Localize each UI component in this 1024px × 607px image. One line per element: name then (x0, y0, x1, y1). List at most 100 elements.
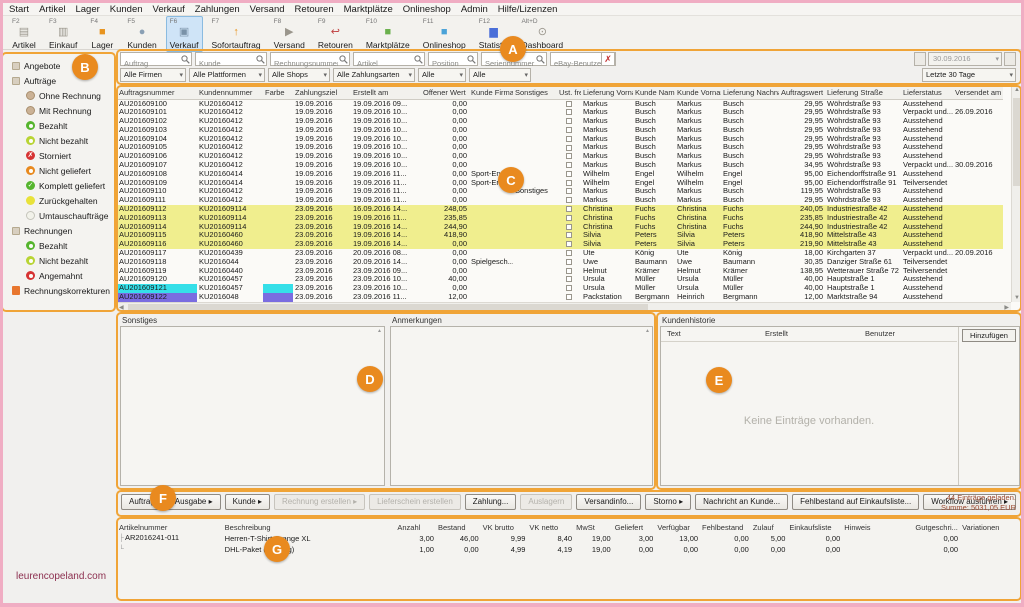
filter-search-field[interactable] (428, 52, 478, 70)
order-row[interactable]: AU201609110 KU20160412 19.09.2016 19.09.… (119, 187, 943, 196)
order-row[interactable]: AU201609112 KU201609114 23.09.2016 16.09… (117, 205, 1003, 214)
positions-column-header[interactable]: MwSt (576, 522, 595, 532)
menu-item[interactable]: Lager (75, 3, 100, 15)
toolbar-button[interactable]: F11 ■ Onlineshop (419, 16, 470, 52)
date-next-button[interactable] (1004, 52, 1016, 66)
action-button[interactable]: Lieferschein erstellen (369, 494, 461, 510)
vat-free-checkbox[interactable] (566, 267, 572, 274)
scroll-left-icon[interactable]: ◀ (119, 305, 124, 311)
date-select[interactable]: 30.09.2016 (928, 52, 1002, 66)
sidebar-tree-item[interactable]: Storniert (2, 148, 116, 163)
order-row[interactable]: AU201609119 KU20160440 23.09.2016 23.09.… (119, 266, 948, 275)
order-row[interactable]: AU201609120 KU20160457 23.09.2016 23.09.… (119, 275, 943, 284)
search-input[interactable] (551, 57, 615, 70)
filter-search-field[interactable] (550, 52, 616, 70)
sonstiges-textarea[interactable]: ▲ (120, 326, 385, 486)
vat-free-checkbox[interactable] (566, 188, 572, 195)
order-row[interactable]: AU201609107 KU20160412 19.09.2016 19.09.… (119, 161, 993, 170)
orders-column-header[interactable]: Kunde Name (633, 86, 675, 100)
vat-free-checkbox[interactable] (566, 153, 572, 160)
positions-column-header[interactable]: Hinweis (844, 522, 871, 532)
menu-item[interactable]: Zahlungen (194, 3, 240, 15)
order-row[interactable]: AU201609121 KU20160457 23.09.2016 23.09.… (117, 284, 943, 294)
search-input[interactable] (429, 57, 477, 70)
sidebar-tree-item[interactable]: Ohne Rechnung (2, 88, 116, 103)
positions-column-header[interactable]: Bestand (437, 522, 466, 532)
vat-free-checkbox[interactable] (566, 276, 572, 283)
menu-item[interactable]: Start (9, 3, 30, 15)
toolbar-button[interactable]: Alt+D ⊙ Dashboard (518, 16, 568, 52)
positions-column-header[interactable]: VK brutto (482, 522, 514, 532)
filter-dropdown[interactable]: Alle (418, 68, 466, 82)
orders-column-header[interactable]: Auftragsnummer (117, 86, 197, 100)
sidebar-tree-item[interactable]: Angemahnt (2, 268, 116, 283)
vat-free-checkbox[interactable] (566, 258, 572, 265)
orders-column-header[interactable]: Auftragswert (779, 86, 825, 100)
positions-column-header[interactable]: Beschreibung (224, 522, 271, 532)
order-row[interactable]: AU201609109 KU20160414 19.09.2016 19.09.… (119, 178, 948, 187)
orders-column-header[interactable]: Kundennummer (197, 86, 263, 100)
sidebar-tree-item[interactable]: Bezahlt (2, 118, 116, 133)
scroll-right-icon[interactable]: ▶ (1004, 305, 1009, 311)
order-row[interactable]: AU201609114 KU201609114 23.09.2016 19.09… (117, 222, 1003, 232)
vat-free-checkbox[interactable] (566, 250, 572, 257)
sidebar-tree-item[interactable]: Rechnungskorrekturen (2, 283, 116, 298)
toolbar-button[interactable]: F7 ↑ Sofortauftrag (208, 16, 265, 52)
toolbar-button[interactable]: F2 ▤ Artikel (8, 16, 40, 52)
orders-column-header[interactable]: Kunde Vorname (675, 86, 721, 100)
sidebar-tree-item[interactable]: Angebote (2, 58, 116, 73)
vat-free-checkbox[interactable] (566, 126, 572, 133)
order-row[interactable]: AU201609108 KU20160414 19.09.2016 19.09.… (119, 169, 943, 178)
order-row[interactable]: AU201609101 KU20160412 19.09.2016 19.09.… (119, 108, 993, 117)
toolbar-button[interactable]: F8 ▶ Versand (270, 16, 309, 52)
filter-search-field[interactable] (353, 52, 425, 70)
vat-free-checkbox[interactable] (566, 197, 572, 204)
anmerkungen-textarea[interactable]: ▲ (390, 326, 653, 486)
search-input[interactable] (121, 57, 191, 70)
orders-column-header[interactable]: Erstellt am (351, 86, 421, 100)
sidebar-tree-item[interactable]: Bezahlt (2, 238, 116, 253)
order-row[interactable]: AU201609113 KU201609114 23.09.2016 19.09… (117, 213, 1003, 223)
order-row[interactable]: AU201609111 KU20160412 19.09.2016 19.09.… (119, 196, 943, 205)
order-row[interactable]: AU201609116 KU20160460 23.09.2016 19.09.… (117, 240, 1003, 250)
action-button[interactable]: Zahlung... (464, 494, 517, 510)
order-row[interactable]: AU201609100 KU20160412 19.09.2016 19.09.… (119, 99, 943, 108)
vat-free-checkbox[interactable] (566, 214, 572, 221)
vat-free-checkbox[interactable] (566, 241, 572, 248)
toolbar-button[interactable]: F5 ● Kunden (123, 16, 160, 52)
order-row[interactable]: AU201609117 KU20160439 23.09.2016 20.09.… (119, 249, 993, 258)
toolbar-button[interactable]: F4 ■ Lager (86, 16, 118, 52)
search-input[interactable] (271, 57, 349, 70)
vat-free-checkbox[interactable] (566, 232, 572, 239)
menu-item[interactable]: Verkauf (152, 3, 185, 15)
sidebar-tree-item[interactable]: Mit Rechnung (2, 103, 116, 118)
positions-column-header[interactable]: Fehlbestand (702, 522, 744, 532)
orders-column-header[interactable]: Lieferung Nachname (721, 86, 779, 100)
vat-free-checkbox[interactable] (566, 144, 572, 151)
filter-search-field[interactable] (120, 52, 192, 70)
menu-item[interactable]: Retouren (294, 3, 334, 15)
vat-free-checkbox[interactable] (566, 206, 572, 213)
menu-item[interactable]: Kunden (109, 3, 143, 15)
order-row[interactable]: AU201609105 KU20160412 19.09.2016 19.09.… (119, 143, 943, 152)
positions-column-header[interactable]: Zulauf (752, 522, 774, 532)
date-range-dropdown[interactable]: Letzte 30 Tage (922, 68, 1016, 82)
orders-column-header[interactable]: Lieferung Straße (825, 86, 901, 100)
vertical-scrollbar[interactable]: ▲ ▼ (1011, 86, 1022, 302)
positions-column-header[interactable]: Einkaufsliste (789, 522, 832, 532)
filter-dropdown[interactable]: Alle Zahlungsarten (333, 68, 415, 82)
toolbar-button[interactable]: F12 ▆ Statistik (475, 16, 513, 52)
toolbar-button[interactable]: F10 ■ Marktplätze (362, 16, 414, 52)
vat-free-checkbox[interactable] (566, 223, 572, 230)
filter-dropdown[interactable]: Alle Shops (268, 68, 330, 82)
filter-dropdown[interactable]: Alle (469, 68, 531, 82)
search-input[interactable] (482, 57, 546, 70)
vat-free-checkbox[interactable] (566, 118, 572, 125)
menu-item[interactable]: Onlineshop (402, 3, 451, 15)
search-input[interactable] (354, 57, 424, 70)
vat-free-checkbox[interactable] (566, 162, 572, 169)
order-row[interactable]: AU201609103 KU20160412 19.09.2016 19.09.… (119, 125, 943, 134)
positions-column-header[interactable]: Anzahl (397, 522, 421, 532)
toolbar-button[interactable]: F3 ▥ Einkauf (45, 16, 81, 52)
action-button[interactable]: Storno ▸ (645, 494, 692, 510)
